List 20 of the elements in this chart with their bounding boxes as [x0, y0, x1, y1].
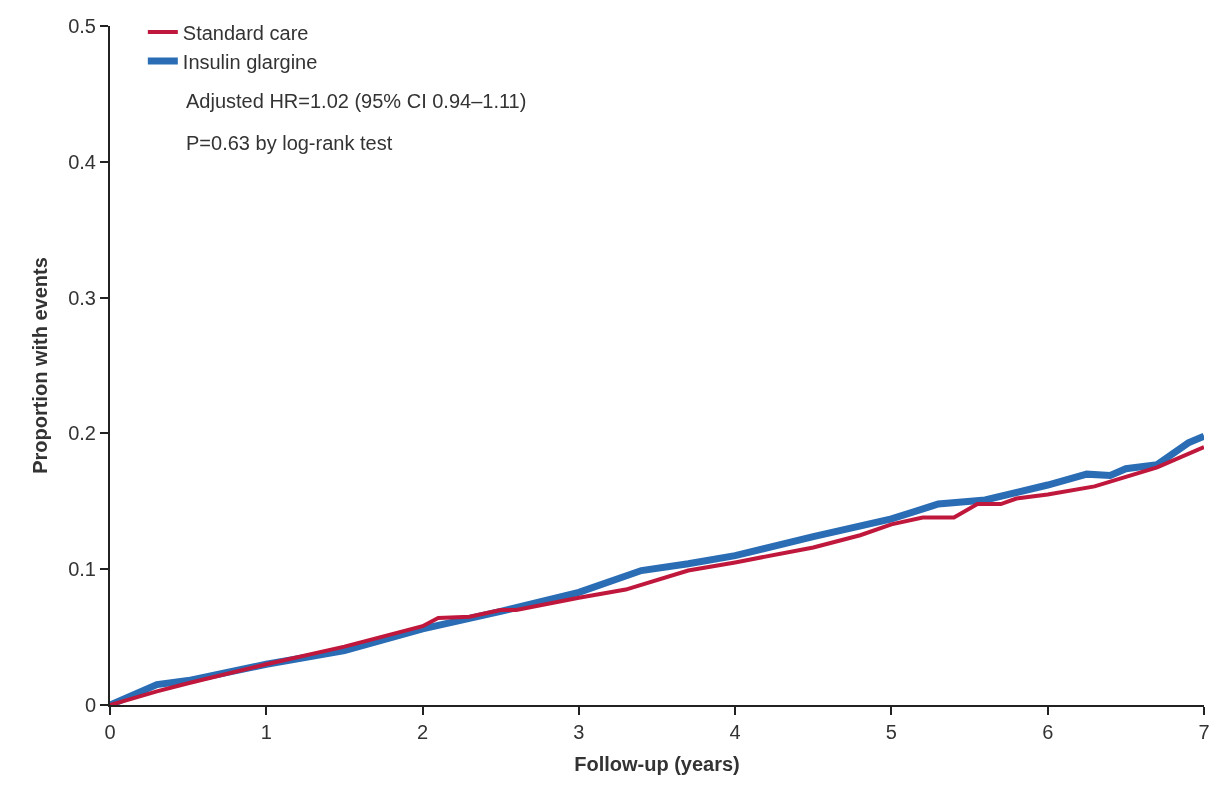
x-tick-label: 6: [1042, 721, 1054, 743]
annotation: Adjusted HR=1.02 (95% CI 0.94–1.11): [186, 90, 527, 112]
x-tick-label: 7: [1198, 721, 1210, 743]
y-axis-title: Proportion with events: [29, 257, 52, 474]
y-tick-label: 0: [84, 694, 96, 716]
legend-label: Standard care: [182, 21, 309, 44]
x-axis-title: Follow-up (years): [574, 753, 740, 775]
y-tick-label: 0.1: [68, 558, 96, 581]
x-tick-label: 5: [885, 721, 897, 743]
x-tick-label: 3: [573, 721, 585, 743]
annotation: P=0.63 by log-rank test: [186, 132, 393, 154]
y-tick-label: 0.4: [68, 150, 96, 173]
x-tick-label: 1: [260, 721, 272, 743]
x-tick-label: 2: [417, 721, 429, 743]
y-tick-label: 0.3: [68, 286, 96, 309]
y-tick-label: 0.2: [68, 422, 96, 445]
legend-label: Insulin glargine: [182, 50, 318, 73]
y-tick-label: 0.5: [68, 15, 96, 37]
x-tick-label: 4: [729, 721, 741, 743]
x-tick-label: 0: [104, 721, 116, 743]
